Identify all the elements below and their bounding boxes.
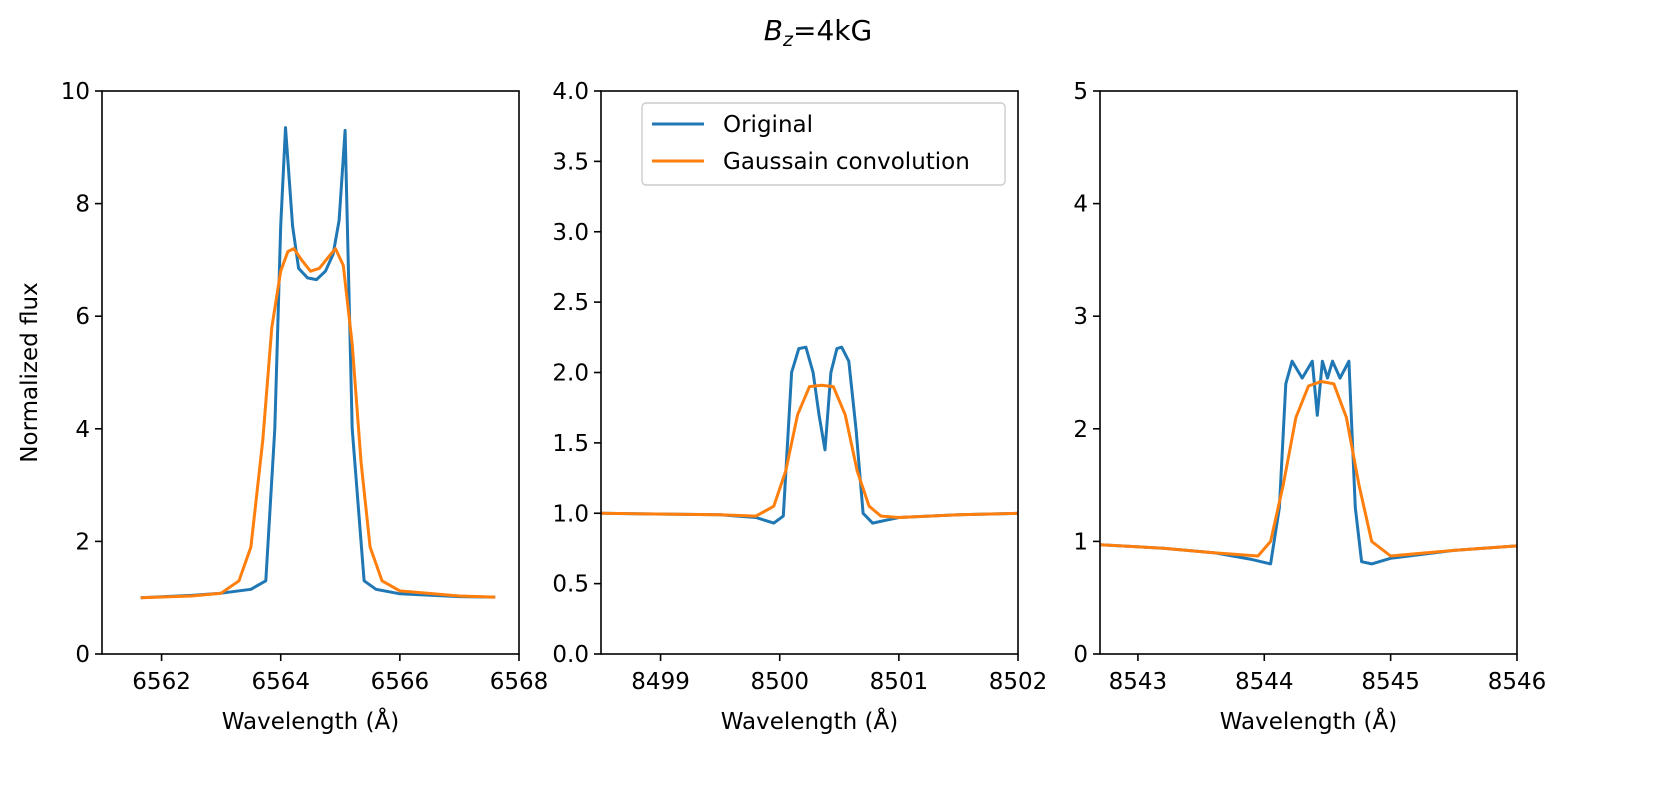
y-tick-label: 2.5 — [552, 290, 589, 316]
y-tick-label: 2 — [75, 529, 90, 555]
y-tick-label: 1.5 — [552, 431, 589, 457]
plot-frame — [101, 90, 520, 655]
y-tick-label: 2.0 — [552, 361, 589, 387]
y-tick-label: 1.0 — [552, 501, 589, 527]
x-tick-label: 6566 — [371, 669, 430, 695]
panel-1: 6562 6564 6566 6568 0 2 4 6 8 10 Wavelength (Å) Nor… — [17, 79, 548, 735]
x-tick-label: 8499 — [631, 669, 690, 695]
legend-label-convolution: Gaussain convolution — [723, 149, 970, 175]
y-tick-label: 10 — [61, 79, 90, 105]
plot-frame — [1099, 90, 1518, 655]
series-line-original — [1100, 359, 1517, 566]
y-tick-label: 0.5 — [552, 572, 589, 598]
y-tick-label: 3.5 — [552, 149, 589, 175]
y-tick-label: 0.0 — [552, 642, 589, 668]
series-line-convolution — [1100, 380, 1517, 558]
figure-title-rest: =4kG — [793, 14, 872, 47]
series-line-convolution — [601, 383, 1018, 519]
y-tick-label: 3 — [1073, 304, 1088, 330]
y-tick-label: 3.0 — [552, 220, 589, 246]
series-line-convolution — [140, 247, 496, 600]
x-tick-label: 8546 — [1488, 669, 1547, 695]
x-axis-label: Wavelength (Å) — [1220, 707, 1397, 735]
y-tick-label: 1 — [1073, 529, 1088, 555]
panel-2: 8499 8500 8501 8502 0.0 0.5 1.0 1.5 2.0 2.5 3.0 3.5… — [552, 79, 1047, 735]
y-tick-label: 5 — [1073, 79, 1088, 105]
figure-title-subscript: z — [782, 29, 794, 51]
x-tick-label: 6562 — [132, 669, 191, 695]
y-tick-label: 4 — [1073, 192, 1088, 218]
y-axis-label: Normalized flux — [17, 282, 43, 462]
y-tick-label: 4.0 — [552, 79, 589, 105]
x-axis-label: Wavelength (Å) — [222, 707, 399, 735]
figure-title: Bz=4kG — [764, 14, 872, 51]
x-tick-label: 8543 — [1109, 669, 1168, 695]
legend-box — [641, 102, 1006, 186]
figure-title-main: B — [764, 14, 783, 47]
y-tick-label: 2 — [1073, 417, 1088, 443]
y-tick-label: 4 — [75, 417, 90, 443]
series-line-original — [140, 126, 496, 600]
panel-3: 8543 8544 8545 8546 0 1 2 3 4 5 Wavelength (Å) — [1073, 79, 1546, 735]
legend-label-original: Original — [723, 112, 813, 138]
x-tick-label: 8500 — [750, 669, 809, 695]
x-tick-label: 6568 — [490, 669, 549, 695]
x-tick-label: 8502 — [989, 669, 1048, 695]
legend: Original Gaussain convolution — [641, 102, 1006, 186]
x-tick-label: 8501 — [870, 669, 929, 695]
y-tick-label: 8 — [75, 192, 90, 218]
x-tick-label: 6564 — [251, 669, 310, 695]
x-tick-label: 8544 — [1235, 669, 1294, 695]
x-tick-label: 8545 — [1361, 669, 1420, 695]
x-axis-label: Wavelength (Å) — [721, 707, 898, 735]
y-tick-label: 6 — [75, 304, 90, 330]
y-tick-label: 0 — [75, 642, 90, 668]
series-line-original — [601, 345, 1018, 525]
y-tick-label: 0 — [1073, 642, 1088, 668]
